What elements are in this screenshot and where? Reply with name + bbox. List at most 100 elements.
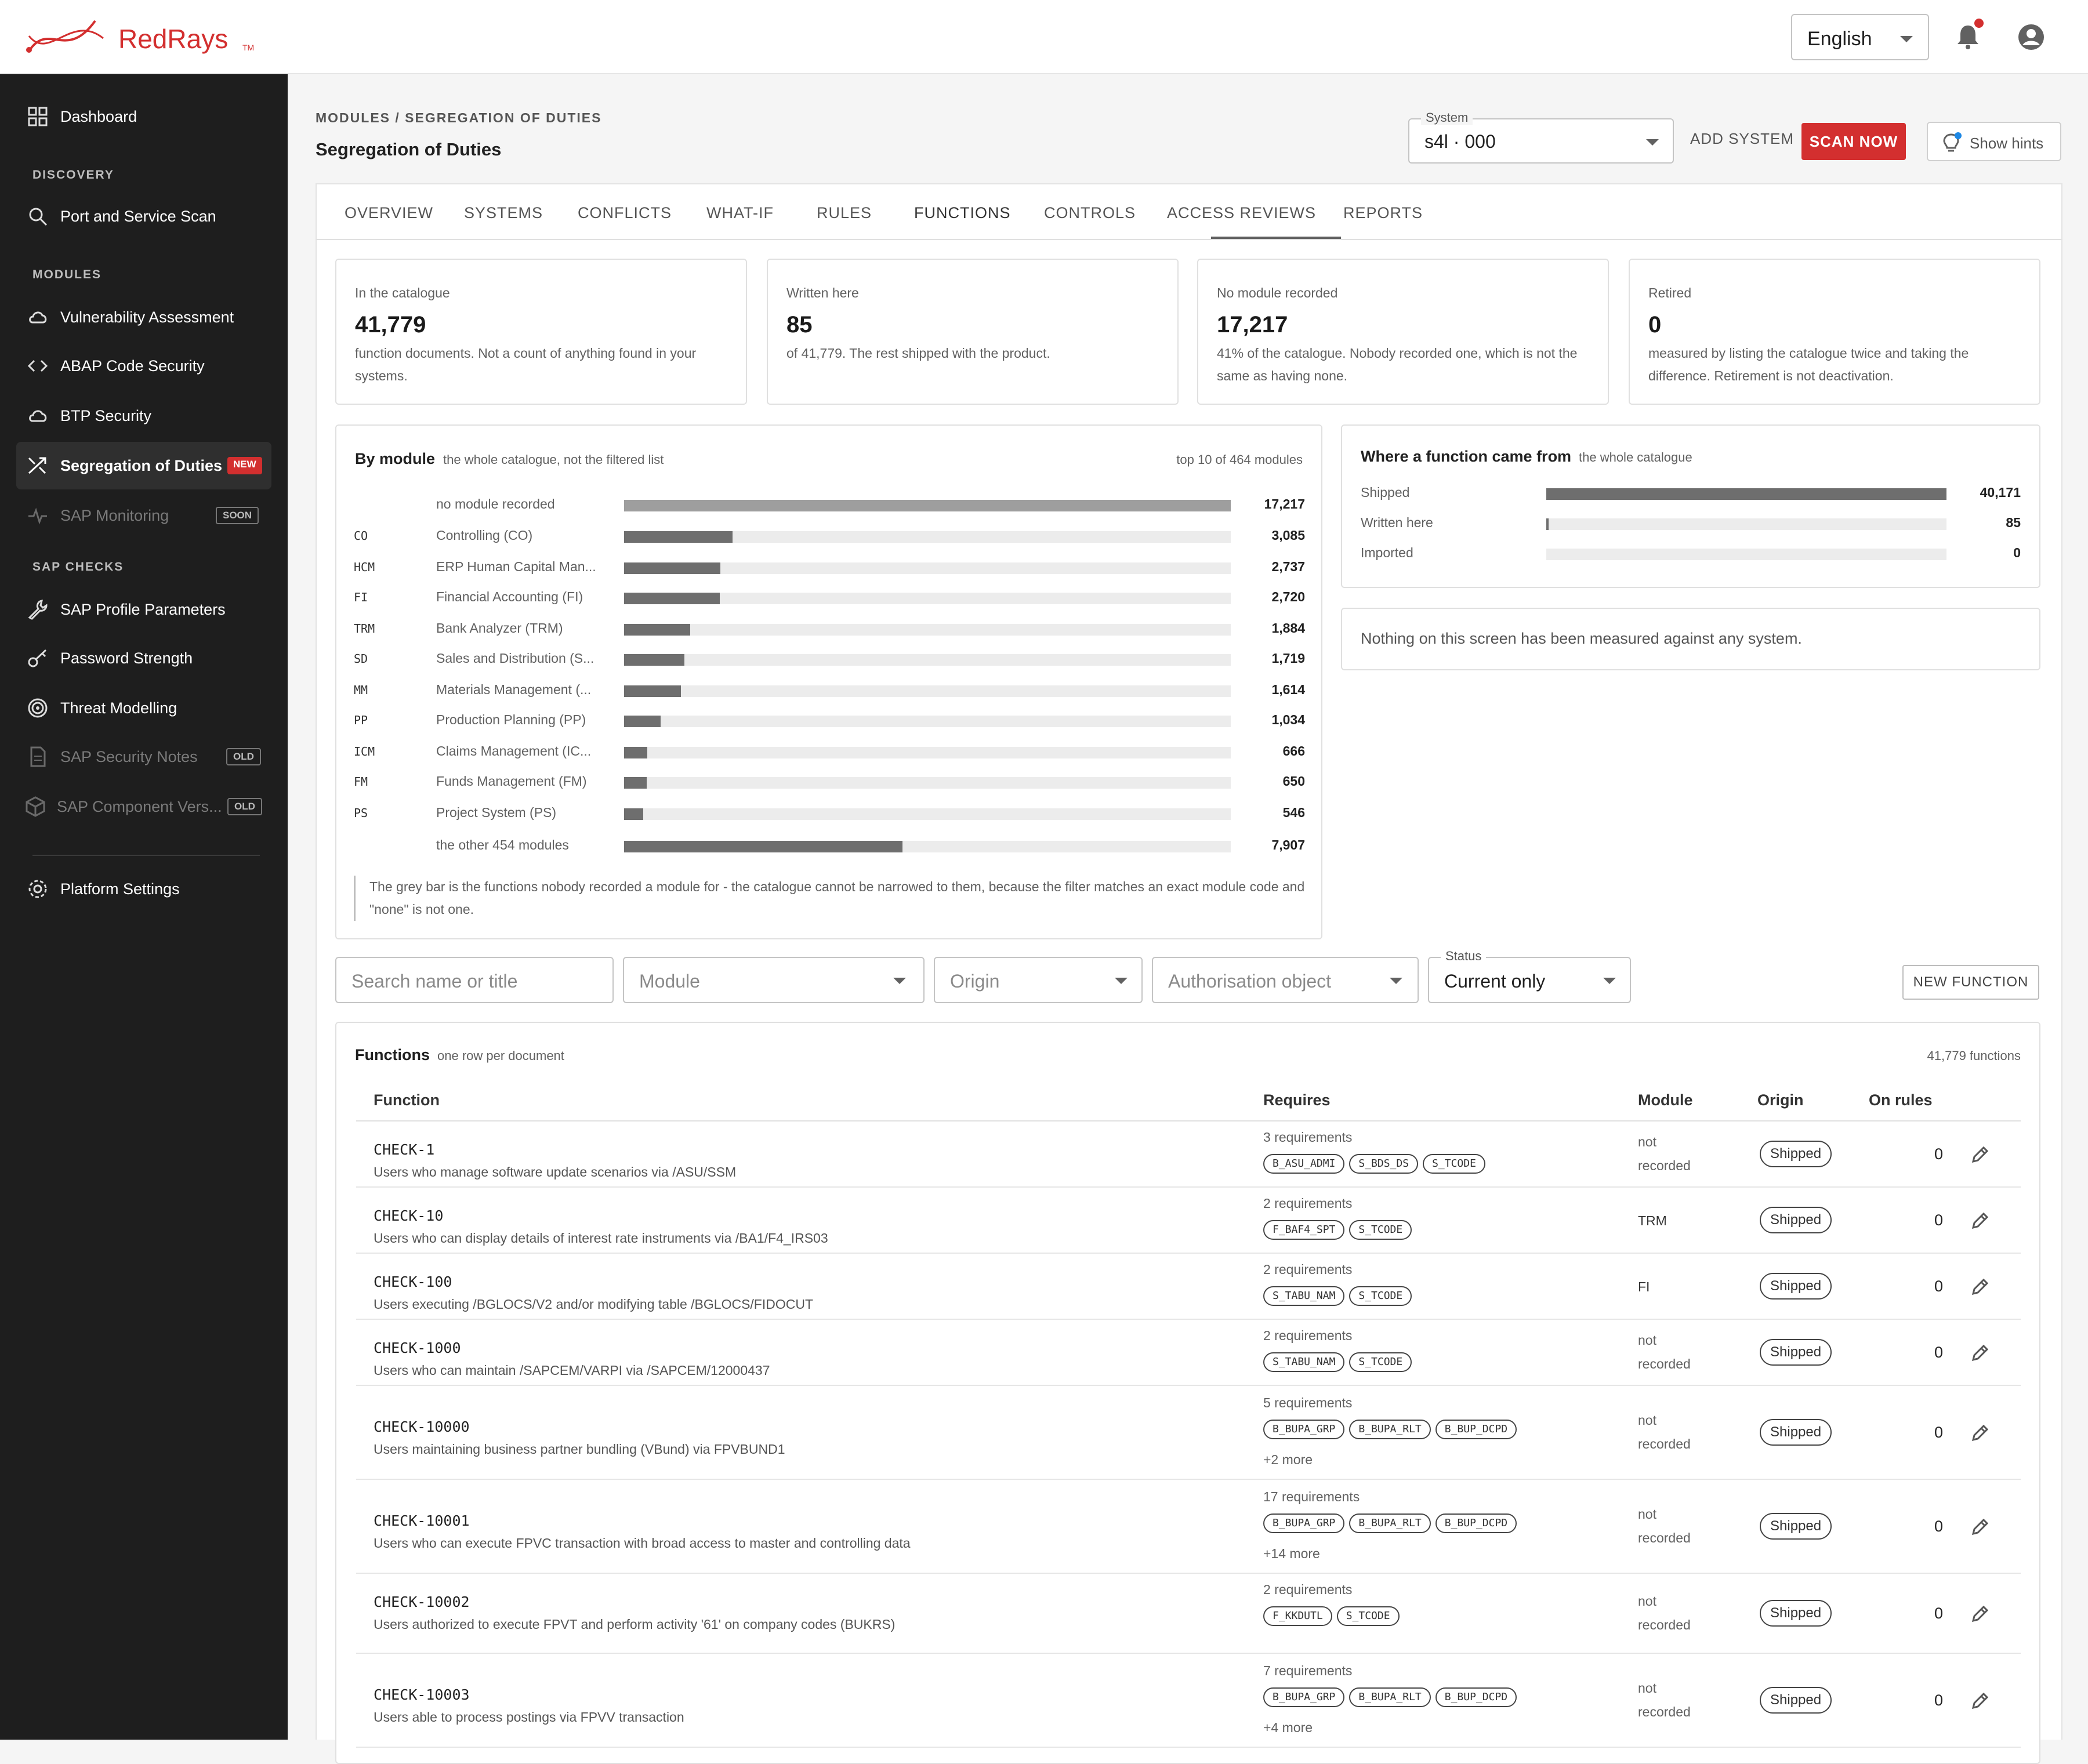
table-row[interactable]: CHECK-10001 Users who can execute FPVC tr… — [356, 1480, 2021, 1574]
tab-conflicts[interactable]: CONFLICTS — [578, 204, 672, 222]
requirement-chip[interactable]: S_TCODE — [1349, 1220, 1412, 1240]
table-row[interactable]: CHECK-1 Users who manage software update … — [356, 1121, 2021, 1188]
column-header-module[interactable]: Module — [1638, 1091, 1693, 1109]
requirement-chip[interactable]: B_BUPA_RLT — [1349, 1687, 1431, 1707]
module-label[interactable]: ERP Human Capital Man... — [436, 559, 596, 574]
table-row[interactable]: CHECK-10003 Users able to process posting… — [356, 1654, 2021, 1748]
table-row[interactable]: CHECK-10002 Users authorized to execute F… — [356, 1574, 2021, 1654]
requirement-chip[interactable]: S_TABU_NAM — [1263, 1352, 1345, 1372]
new-function-button[interactable]: NEW FUNCTION — [1902, 965, 2039, 1000]
module-bar-track[interactable] — [624, 531, 1231, 543]
tab-rules[interactable]: RULES — [817, 204, 872, 222]
requirement-chip[interactable]: B_BUP_DCPD — [1435, 1687, 1517, 1707]
tab-overview[interactable]: OVERVIEW — [345, 204, 434, 222]
module-label[interactable]: no module recorded — [436, 496, 555, 511]
module-bar-track[interactable] — [624, 685, 1231, 697]
table-row[interactable]: CHECK-100 Users executing /BGLOCS/V2 and/… — [356, 1254, 2021, 1320]
module-bar-track[interactable] — [624, 841, 1231, 852]
sidebar-item-threat[interactable]: Threat Modelling — [16, 684, 271, 732]
module-bar-track[interactable] — [624, 562, 1231, 574]
module-bar-track[interactable] — [624, 654, 1231, 666]
status-filter[interactable]: Status Current only — [1428, 949, 1631, 1003]
column-header-function[interactable]: Function — [374, 1091, 440, 1109]
tab-controls[interactable]: CONTROLS — [1044, 204, 1136, 222]
requirement-chip[interactable]: B_BUPA_RLT — [1349, 1513, 1431, 1533]
module-label[interactable]: Bank Analyzer (TRM) — [436, 620, 563, 636]
more-requirements[interactable]: +14 more — [1263, 1546, 1320, 1561]
edit-icon[interactable] — [1970, 1342, 1991, 1363]
table-row[interactable]: CHECK-10 Users who can display details of… — [356, 1188, 2021, 1254]
module-label[interactable]: Controlling (CO) — [436, 528, 533, 543]
requirement-chip[interactable]: F_BAF4_SPT — [1263, 1220, 1345, 1240]
system-select[interactable]: System s4l · 000 — [1408, 110, 1674, 164]
edit-icon[interactable] — [1970, 1210, 1991, 1231]
sidebar-item-profile-params[interactable]: SAP Profile Parameters — [16, 586, 271, 633]
edit-icon[interactable] — [1970, 1276, 1991, 1297]
edit-icon[interactable] — [1970, 1422, 1991, 1443]
origin-filter[interactable]: Origin — [934, 957, 1143, 1003]
function-name[interactable]: CHECK-1 — [374, 1141, 435, 1158]
requirement-chip[interactable]: S_TCODE — [1423, 1154, 1485, 1174]
sidebar-item-port-scan[interactable]: Port and Service Scan — [16, 193, 271, 240]
function-name[interactable]: CHECK-1000 — [374, 1340, 461, 1356]
function-name[interactable]: CHECK-10002 — [374, 1594, 470, 1610]
module-bar-track[interactable] — [624, 624, 1231, 636]
module-bar-track[interactable] — [624, 500, 1231, 511]
tab-what-if[interactable]: WHAT-IF — [706, 204, 774, 222]
tab-access-reviews[interactable]: ACCESS REVIEWS — [1167, 204, 1317, 222]
module-label[interactable]: the other 454 modules — [436, 837, 569, 852]
column-header-on-rules[interactable]: On rules — [1869, 1091, 1933, 1109]
sidebar-item-platform-settings[interactable]: Platform Settings — [16, 865, 271, 913]
account-icon[interactable] — [2017, 23, 2045, 51]
sidebar-item-component-versions[interactable]: SAP Component Vers... OLD — [16, 783, 271, 830]
module-bar-track[interactable] — [624, 716, 1231, 727]
module-label[interactable]: Financial Accounting (FI) — [436, 589, 583, 604]
sidebar-item-security-notes[interactable]: SAP Security Notes OLD — [16, 733, 271, 781]
show-hints-button[interactable]: Show hints — [1927, 122, 2061, 161]
sidebar-item-dashboard[interactable]: Dashboard — [16, 93, 271, 140]
scan-now-button[interactable]: SCAN NOW — [1801, 123, 1906, 160]
column-header-requires[interactable]: Requires — [1263, 1091, 1331, 1109]
edit-icon[interactable] — [1970, 1516, 1991, 1537]
requirement-chip[interactable]: F_KKDUTL — [1263, 1606, 1332, 1626]
sidebar-item-password[interactable]: Password Strength — [16, 634, 271, 682]
sidebar-item-btp[interactable]: BTP Security — [16, 392, 271, 440]
requirement-chip[interactable]: S_BDS_DS — [1349, 1154, 1419, 1174]
language-select[interactable]: English — [1791, 14, 1929, 60]
requirement-chip[interactable]: B_BUPA_GRP — [1263, 1513, 1345, 1533]
module-label[interactable]: Project System (PS) — [436, 805, 557, 820]
edit-icon[interactable] — [1970, 1603, 1991, 1624]
module-bar-track[interactable] — [624, 808, 1231, 820]
function-name[interactable]: CHECK-10 — [374, 1207, 444, 1224]
auth-object-filter[interactable]: Authorisation object — [1152, 957, 1419, 1003]
notifications-bell-icon[interactable] — [1953, 19, 1984, 51]
redrays-logo[interactable]: RedRays TM — [26, 15, 254, 61]
requirement-chip[interactable]: S_TABU_NAM — [1263, 1286, 1345, 1306]
requirement-chip[interactable]: B_ASU_ADMI — [1263, 1154, 1345, 1174]
module-label[interactable]: Production Planning (PP) — [436, 712, 586, 727]
requirement-chip[interactable]: B_BUPA_RLT — [1349, 1420, 1431, 1439]
tab-reports[interactable]: REPORTS — [1343, 204, 1423, 222]
sidebar-item-vulnerability[interactable]: Vulnerability Assessment — [16, 293, 271, 341]
module-label[interactable]: Claims Management (IC... — [436, 743, 592, 758]
requirement-chip[interactable]: B_BUP_DCPD — [1435, 1420, 1517, 1439]
requirement-chip[interactable]: B_BUPA_GRP — [1263, 1687, 1345, 1707]
requirement-chip[interactable]: B_BUPA_GRP — [1263, 1420, 1345, 1439]
function-name[interactable]: CHECK-100 — [374, 1273, 452, 1290]
function-name[interactable]: CHECK-10001 — [374, 1512, 470, 1529]
module-label[interactable]: Sales and Distribution (S... — [436, 651, 594, 666]
module-bar-track[interactable] — [624, 777, 1231, 789]
sidebar-item-sod[interactable]: Segregation of Duties NEW — [16, 442, 271, 489]
sidebar-item-abap[interactable]: ABAP Code Security — [16, 342, 271, 390]
edit-icon[interactable] — [1970, 1690, 1991, 1711]
module-label[interactable]: Materials Management (... — [436, 682, 592, 697]
module-bar-track[interactable] — [624, 593, 1231, 604]
table-row[interactable]: CHECK-10000 Users maintaining business pa… — [356, 1386, 2021, 1480]
more-requirements[interactable]: +2 more — [1263, 1452, 1313, 1467]
tab-systems[interactable]: SYSTEMS — [464, 204, 543, 222]
tab-functions[interactable]: FUNCTIONS — [914, 204, 1011, 222]
module-label[interactable]: Funds Management (FM) — [436, 774, 587, 789]
requirement-chip[interactable]: S_TCODE — [1336, 1606, 1400, 1626]
function-name[interactable]: CHECK-10000 — [374, 1418, 470, 1435]
more-requirements[interactable]: +4 more — [1263, 1720, 1313, 1735]
